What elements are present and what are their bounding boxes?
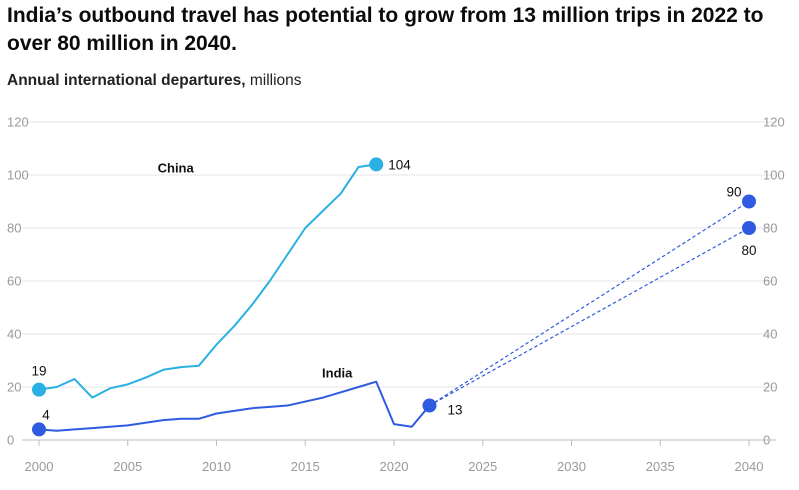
x-tick-label: 2035 bbox=[646, 459, 675, 474]
chart-title: India’s outbound travel has potential to… bbox=[7, 4, 764, 55]
series-line-china bbox=[38, 163, 377, 399]
data-marker bbox=[32, 382, 46, 397]
y-tick-label-left: 40 bbox=[7, 327, 21, 342]
data-marker bbox=[369, 157, 384, 172]
data-marker bbox=[742, 221, 756, 235]
data-label: 90 bbox=[726, 185, 741, 200]
y-tick-label-right: 120 bbox=[763, 115, 785, 130]
y-axis-unit: millions bbox=[249, 72, 302, 89]
data-label: 80 bbox=[741, 243, 756, 258]
y-tick-label-left: 80 bbox=[7, 221, 21, 236]
x-tick-label: 2015 bbox=[291, 459, 320, 474]
y-tick-label-left: 100 bbox=[7, 168, 29, 183]
y-tick-label-right: 40 bbox=[763, 327, 777, 342]
data-marker bbox=[32, 422, 46, 437]
y-tick-label-left: 20 bbox=[7, 380, 21, 395]
y-tick-label-right: 100 bbox=[763, 168, 785, 183]
y-tick-label-left: 0 bbox=[7, 433, 14, 448]
x-tick-label: 2005 bbox=[113, 459, 142, 474]
data-marker bbox=[742, 194, 756, 209]
data-label: 104 bbox=[388, 157, 411, 172]
y-tick-label-right: 60 bbox=[763, 274, 777, 289]
series-line-india bbox=[38, 380, 431, 432]
y-tick-label-right: 80 bbox=[763, 221, 777, 236]
x-tick-label: 2030 bbox=[557, 459, 586, 474]
projection-line bbox=[429, 200, 750, 407]
x-tick-label: 2000 bbox=[25, 459, 54, 474]
series-label-india: India bbox=[322, 366, 353, 381]
x-tick-label: 2020 bbox=[380, 459, 409, 474]
y-tick-label-left: 120 bbox=[7, 115, 29, 130]
x-tick-label: 2010 bbox=[202, 459, 231, 474]
chart-subtitle: Annual international departures, million… bbox=[7, 72, 302, 90]
projection-line bbox=[429, 227, 750, 407]
series-label-china: China bbox=[158, 160, 195, 175]
data-label: 19 bbox=[31, 364, 46, 379]
y-axis-title: Annual international departures, bbox=[7, 72, 246, 89]
data-label: 4 bbox=[42, 407, 50, 422]
y-tick-label-left: 60 bbox=[7, 274, 21, 289]
data-marker bbox=[422, 398, 437, 413]
data-label: 13 bbox=[448, 403, 463, 418]
y-tick-label-right: 20 bbox=[763, 380, 777, 395]
x-tick-label: 2025 bbox=[468, 459, 497, 474]
x-tick-label: 2040 bbox=[735, 459, 764, 474]
